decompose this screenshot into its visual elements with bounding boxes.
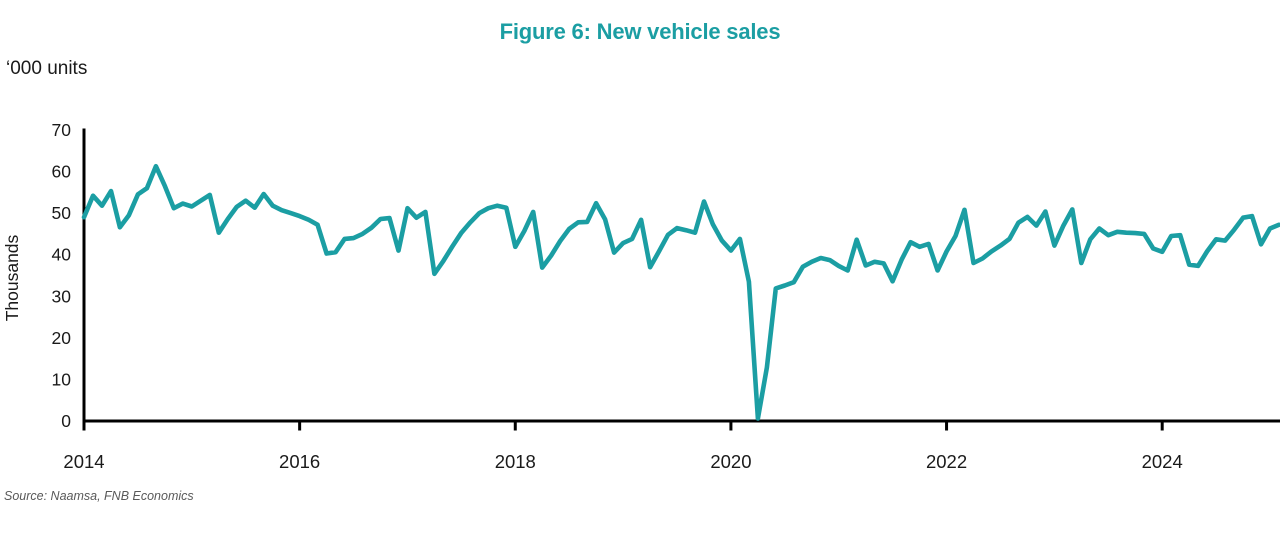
x-axis-tick-label: 2024 xyxy=(1142,451,1183,472)
x-axis-tick-label: 2022 xyxy=(926,451,967,472)
sales-line-series xyxy=(81,163,1280,421)
y-axis-tick-label: 50 xyxy=(52,203,72,223)
x-axis-tick-label: 2014 xyxy=(63,451,104,472)
x-axis-tick-label: 2016 xyxy=(279,451,320,472)
y-axis-tick-label: 70 xyxy=(52,120,72,140)
x-axis-tick-label: 2020 xyxy=(710,451,751,472)
chart-title: Figure 6: New vehicle sales xyxy=(499,19,781,44)
y-axis-tick-label: 0 xyxy=(61,411,71,431)
y-axis-tick-label: 30 xyxy=(52,286,72,306)
y-axis-tick-label: 20 xyxy=(52,328,72,348)
x-axis-tick-label: 2018 xyxy=(495,451,536,472)
y-axis-tick-label: 10 xyxy=(52,369,72,389)
y-axis-tick-label: 60 xyxy=(52,162,72,182)
units-label: ‘000 units xyxy=(6,58,88,79)
y-axis-tick-label: 40 xyxy=(52,245,72,265)
source-note: Source: Naamsa, FNB Economics xyxy=(4,489,194,503)
